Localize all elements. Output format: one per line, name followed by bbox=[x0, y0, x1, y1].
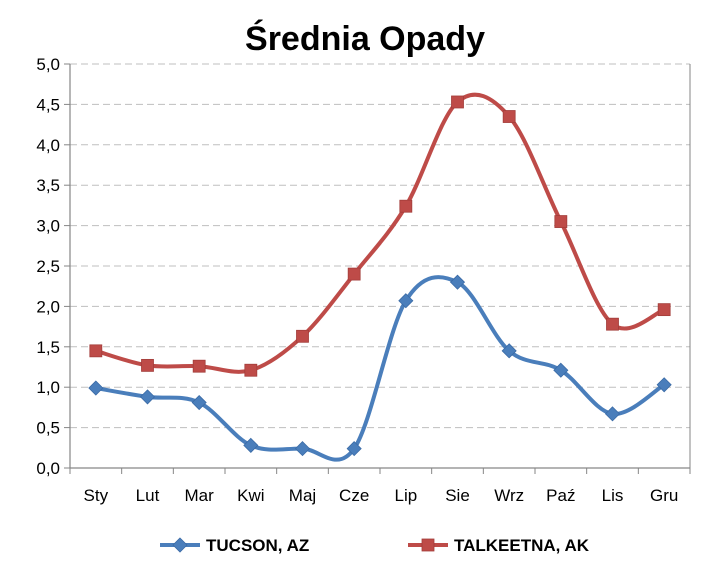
data-point bbox=[294, 441, 311, 457]
legend-marker bbox=[172, 537, 188, 553]
x-tick-label: Wrz bbox=[494, 486, 524, 505]
legend-label: TALKEETNA, AK bbox=[454, 536, 590, 555]
x-tick-label: Sty bbox=[84, 486, 109, 505]
x-tick-label: Cze bbox=[339, 486, 369, 505]
y-tick-label: 5,0 bbox=[36, 55, 60, 74]
data-point bbox=[451, 95, 464, 109]
data-point bbox=[449, 274, 466, 290]
y-tick-label: 2,5 bbox=[36, 257, 60, 276]
data-point bbox=[656, 377, 672, 393]
x-tick-labels: Sty Lut Mar Kwi Maj Cze Lip Sie Wrz Paź Lis Gru bbox=[84, 486, 679, 505]
y-tick-label: 2,0 bbox=[36, 297, 60, 316]
x-tick-label: Gru bbox=[650, 486, 678, 505]
y-tick-label: 4,5 bbox=[36, 95, 60, 114]
data-point bbox=[553, 362, 569, 378]
data-point bbox=[141, 358, 154, 372]
y-tick-label: 3,5 bbox=[36, 176, 60, 195]
data-point bbox=[139, 389, 156, 405]
y-tick-label: 4,0 bbox=[36, 136, 60, 155]
gridlines bbox=[70, 63, 690, 429]
y-tick-label: 1,0 bbox=[36, 378, 60, 397]
legend-label: TUCSON, AZ bbox=[206, 536, 309, 555]
data-point bbox=[399, 199, 413, 213]
y-tick-labels: 0,0 0,5 1,0 1,5 2,0 2,5 3,0 3,5 4,0 4,5 5,0 bbox=[36, 55, 60, 478]
legend-item: TUCSON, AZ bbox=[160, 536, 309, 555]
data-point bbox=[554, 215, 568, 228]
data-point bbox=[398, 293, 414, 309]
axes bbox=[64, 63, 691, 474]
y-tick-label: 0,5 bbox=[36, 419, 60, 438]
x-tick-label: Paź bbox=[546, 486, 575, 505]
y-tick-label: 1,5 bbox=[36, 338, 60, 357]
legend-marker bbox=[421, 538, 435, 552]
series-line bbox=[93, 275, 667, 462]
legend: TUCSON, AZ TALKEETNA, AK bbox=[160, 536, 590, 555]
x-tick-label: Maj bbox=[289, 486, 316, 505]
series-line bbox=[93, 92, 667, 374]
data-point bbox=[501, 343, 517, 359]
x-tick-label: Lis bbox=[602, 486, 624, 505]
data-point bbox=[192, 359, 206, 373]
legend-item: TALKEETNA, AK bbox=[408, 536, 590, 555]
data-point bbox=[296, 329, 309, 343]
x-tick-label: Mar bbox=[185, 486, 215, 505]
data-point bbox=[502, 110, 516, 123]
data-point bbox=[657, 303, 671, 317]
x-tick-label: Lut bbox=[136, 486, 160, 505]
data-point bbox=[604, 406, 621, 422]
series-lines bbox=[88, 92, 672, 462]
chart-title: Średnia Opady bbox=[245, 20, 485, 58]
x-tick-label: Lip bbox=[394, 486, 417, 505]
data-point bbox=[346, 441, 362, 457]
series-1 bbox=[88, 274, 672, 462]
data-point bbox=[606, 317, 619, 331]
data-point bbox=[243, 437, 259, 453]
data-point bbox=[191, 394, 207, 411]
data-point bbox=[88, 380, 104, 396]
y-tick-label: 0,0 bbox=[36, 459, 60, 478]
x-tick-label: Sie bbox=[445, 486, 470, 505]
series-2 bbox=[89, 92, 671, 377]
data-point bbox=[89, 344, 103, 358]
y-tick-label: 3,0 bbox=[36, 217, 60, 236]
data-point bbox=[244, 363, 258, 377]
x-tick-label: Kwi bbox=[237, 486, 264, 505]
data-point bbox=[347, 267, 361, 281]
